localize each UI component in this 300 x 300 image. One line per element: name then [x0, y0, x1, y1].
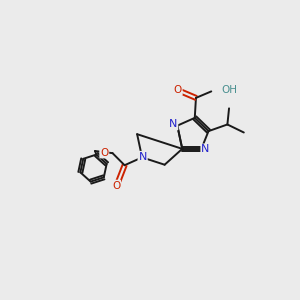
- Text: N: N: [169, 119, 177, 130]
- Text: N: N: [201, 144, 210, 154]
- Text: N: N: [139, 152, 147, 162]
- Text: OH: OH: [222, 85, 238, 95]
- Text: O: O: [112, 181, 120, 190]
- Text: O: O: [100, 148, 108, 158]
- Text: O: O: [174, 85, 182, 95]
